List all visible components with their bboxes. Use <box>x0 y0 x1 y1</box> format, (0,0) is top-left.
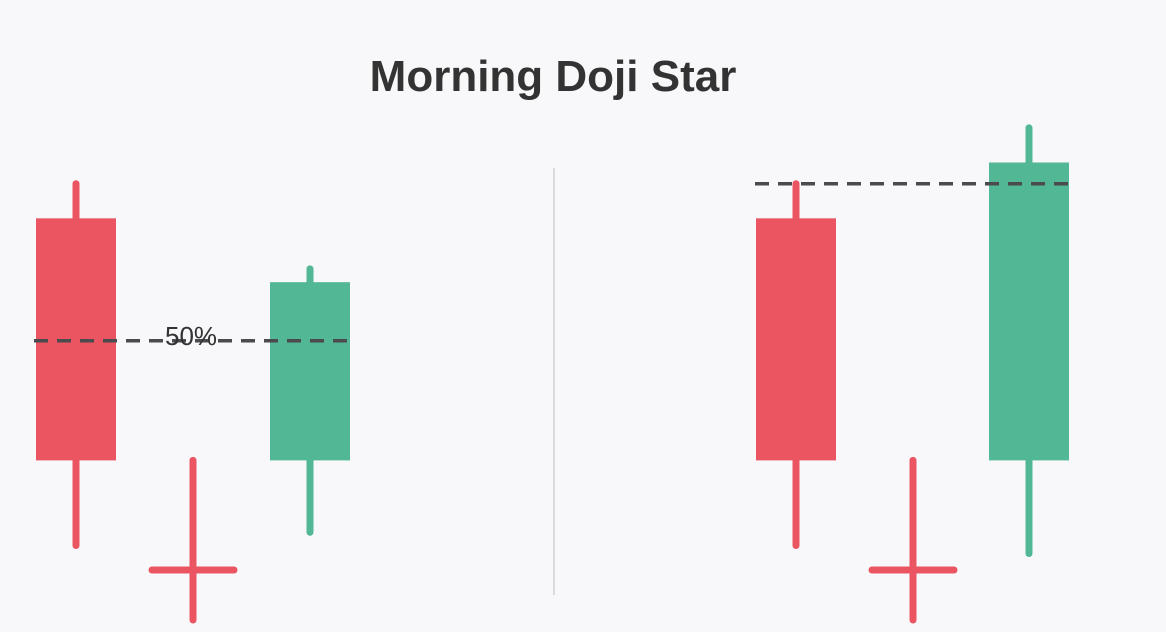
doji-candle <box>868 456 958 624</box>
right-panel <box>755 124 1075 624</box>
chart-title: Morning Doji Star <box>369 52 737 101</box>
bullish-candle <box>989 124 1069 557</box>
bullish-candle-body <box>270 282 350 461</box>
bearish-candle <box>36 180 116 550</box>
doji-candle <box>148 456 238 624</box>
bearish-candle-body <box>36 218 116 461</box>
bullish-candle <box>270 265 350 536</box>
bearish-candle-body <box>756 218 836 461</box>
left-panel <box>34 180 354 624</box>
bearish-candle <box>756 180 836 550</box>
bullish-candle-body <box>989 162 1069 461</box>
level-label-50-percent: 50% <box>165 321 217 351</box>
